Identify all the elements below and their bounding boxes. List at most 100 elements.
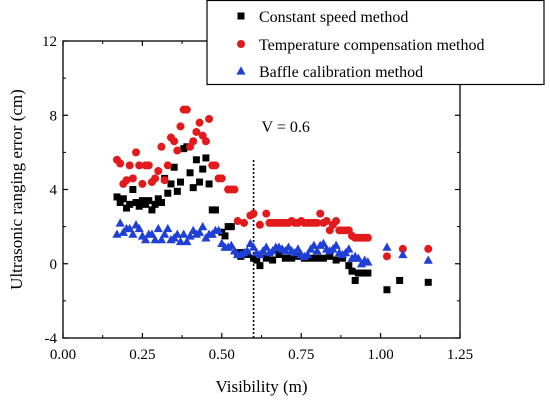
data-point-square — [338, 254, 346, 262]
data-point-square — [170, 163, 178, 171]
data-point-square — [275, 250, 283, 258]
data-point-triangle — [172, 229, 182, 238]
data-point-circle — [332, 217, 341, 226]
data-point-circle — [173, 146, 182, 155]
data-point-triangle — [147, 229, 157, 238]
data-point-square — [113, 193, 121, 201]
data-point-triangle — [134, 223, 144, 233]
data-point-square — [211, 206, 219, 214]
data-point-circle — [211, 161, 220, 170]
series-triangle — [112, 218, 433, 268]
legend: Constant speed method Temperature compens… — [206, 0, 545, 86]
data-point-triangle — [423, 255, 433, 264]
data-point-triangle — [363, 257, 373, 266]
data-point-circle — [316, 209, 325, 218]
data-point-square — [202, 154, 210, 162]
data-point-square — [288, 254, 296, 262]
data-point-square — [326, 252, 334, 260]
data-point-square — [177, 178, 185, 186]
data-point-square — [396, 276, 404, 284]
data-point-triangle — [312, 246, 322, 255]
data-point-square — [269, 256, 277, 264]
data-point-circle — [205, 114, 214, 123]
data-point-triangle — [163, 223, 173, 233]
data-point-circle — [382, 252, 391, 261]
data-point-square — [307, 254, 315, 262]
data-point-square — [313, 254, 321, 262]
data-points-group: V = 0.6 — [112, 105, 433, 338]
data-point-triangle — [140, 235, 151, 244]
data-point-triangle — [150, 235, 160, 244]
x-axis-title: Visibility (m) — [215, 377, 307, 396]
data-point-square — [196, 178, 204, 186]
data-point-circle — [398, 244, 407, 253]
legend-label: Baffle calibration method — [259, 64, 423, 81]
data-point-circle — [424, 244, 433, 253]
x-tick-label: 0.00 — [50, 347, 76, 363]
data-point-square — [186, 169, 194, 177]
data-point-square — [135, 202, 143, 210]
legend-label: Temperature compensation method — [259, 37, 484, 54]
data-point-triangle — [353, 253, 363, 262]
x-tick-label: 0.75 — [288, 347, 314, 363]
data-point-circle — [195, 118, 204, 127]
data-point-circle — [255, 220, 264, 229]
data-point-circle — [249, 209, 258, 218]
data-point-square — [227, 223, 235, 231]
legend-marker-circle — [237, 40, 245, 48]
data-point-triangle — [242, 246, 252, 255]
data-point-triangle — [226, 240, 236, 249]
data-point-square — [119, 195, 127, 203]
data-point-square — [148, 206, 156, 214]
data-point-square — [129, 186, 137, 193]
data-point-circle — [201, 137, 210, 146]
data-point-circle — [170, 137, 179, 146]
data-point-circle — [144, 161, 153, 170]
x-tick-label: 1.00 — [367, 347, 393, 363]
data-point-circle — [125, 161, 134, 170]
data-point-triangle — [160, 229, 170, 238]
annotation-label: V = 0.6 — [262, 119, 310, 136]
data-point-triangle — [156, 235, 167, 244]
data-point-triangle — [198, 222, 208, 231]
data-point-triangle — [182, 236, 192, 246]
data-point-square — [262, 254, 270, 262]
data-point-square — [151, 200, 159, 208]
data-point-circle — [160, 176, 169, 185]
data-point-square — [424, 278, 432, 286]
data-point-circle — [182, 105, 191, 114]
data-point-square — [116, 198, 124, 206]
x-tick-label: 0.25 — [129, 347, 155, 363]
y-tick-label: 0 — [50, 257, 58, 273]
data-point-triangle — [125, 223, 135, 233]
data-point-triangle — [331, 240, 341, 249]
data-point-triangle — [293, 244, 303, 253]
data-point-triangle — [194, 227, 205, 236]
legend-label: Constant speed method — [259, 9, 408, 26]
data-point-circle — [116, 159, 125, 168]
data-point-triangle — [382, 242, 392, 251]
data-point-triangle — [115, 218, 125, 227]
data-point-circle — [138, 179, 147, 188]
data-point-circle — [313, 218, 322, 227]
data-point-triangle — [261, 242, 271, 251]
y-axis-title: Ultrasonic ranging error (cm) — [7, 89, 26, 290]
x-tick-label: 0.50 — [209, 347, 235, 363]
data-point-circle — [163, 161, 172, 170]
data-point-triangle — [153, 223, 163, 233]
data-point-square — [205, 180, 213, 188]
data-point-square — [192, 156, 200, 164]
data-point-triangle — [214, 225, 224, 235]
data-point-triangle — [302, 249, 313, 259]
data-point-circle — [151, 174, 160, 183]
series-square — [113, 143, 432, 294]
data-point-square — [154, 195, 162, 203]
data-point-circle — [262, 209, 271, 218]
data-point-square — [319, 254, 327, 262]
data-point-circle — [189, 137, 198, 146]
y-tick-label: 8 — [50, 108, 58, 124]
data-point-circle — [233, 217, 242, 226]
legend-marker-triangle — [236, 66, 246, 75]
data-point-circle — [157, 142, 166, 151]
data-point-circle — [192, 127, 201, 136]
